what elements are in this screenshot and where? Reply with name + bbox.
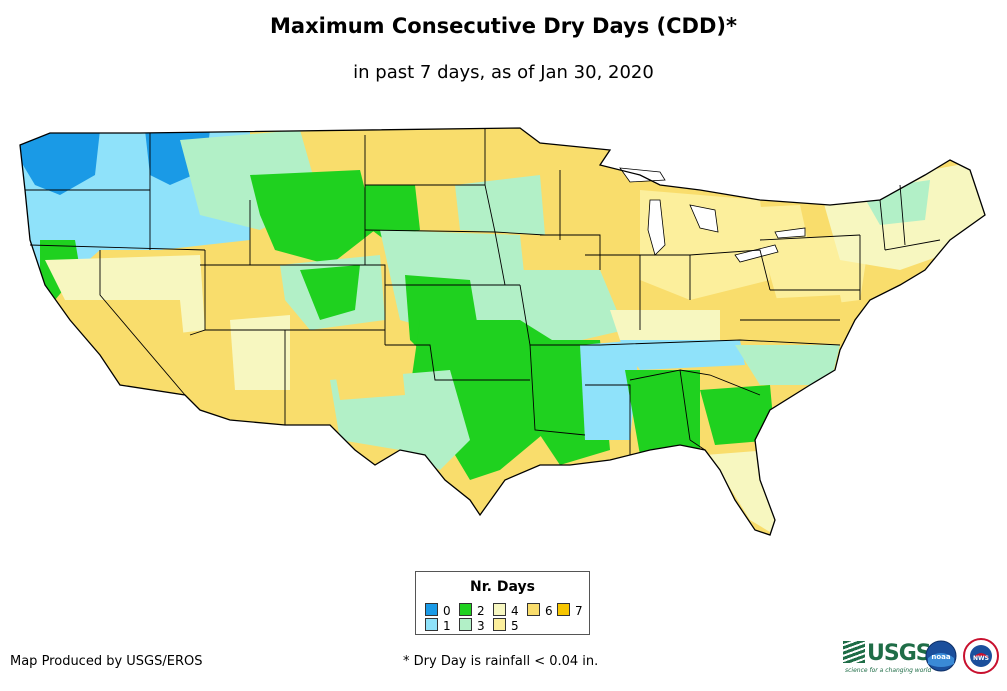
legend-item-1: 1 (425, 618, 451, 633)
legend-item-2: 2 (459, 603, 485, 618)
noaa-logo-text: noaa (931, 653, 951, 661)
legend-item-4: 4 (493, 603, 519, 618)
legend-swatch (459, 603, 472, 616)
usgs-tagline: science for a changing world (845, 667, 932, 674)
dry-days-fill (20, 128, 985, 535)
legend-item-5: 5 (493, 618, 519, 633)
legend-label: 0 (443, 604, 451, 618)
legend-item-0: 0 (425, 603, 451, 618)
us-dry-days-map (19, 127, 986, 536)
map-subtitle: in past 7 days, as of Jan 30, 2020 (353, 62, 654, 83)
legend-label: 6 (545, 604, 553, 618)
legend-swatch (425, 603, 438, 616)
nws-logo-icon: NWS (963, 638, 999, 674)
usgs-logo: USGS (843, 641, 932, 671)
legend-label: 2 (477, 604, 485, 618)
legend-swatch (527, 603, 540, 616)
legend: Nr. Days 0 1 2 3 4 5 6 7 (415, 571, 590, 635)
map-title: Maximum Consecutive Dry Days (CDD)* (270, 14, 737, 38)
legend-label: 3 (477, 619, 485, 633)
legend-item-6: 6 (527, 603, 553, 618)
legend-label: 4 (511, 604, 519, 618)
great-lakes (619, 167, 806, 263)
legend-swatch (557, 603, 570, 616)
legend-title: Nr. Days (470, 579, 535, 595)
legend-swatch (425, 618, 438, 631)
legend-item-7: 7 (557, 603, 583, 618)
legend-label: 7 (575, 604, 583, 618)
map-credit: Map Produced by USGS/EROS (10, 654, 203, 669)
legend-swatch (459, 618, 472, 631)
legend-item-3: 3 (459, 618, 485, 633)
usgs-logo-text: USGS (867, 641, 932, 666)
state-boundaries (19, 127, 986, 536)
nws-logo-text: NWS (973, 655, 989, 662)
legend-label: 1 (443, 619, 451, 633)
legend-label: 5 (511, 619, 519, 633)
legend-swatch (493, 618, 506, 631)
usgs-mark-icon (843, 641, 865, 663)
noaa-logo-icon: noaa (925, 640, 957, 672)
legend-swatch (493, 603, 506, 616)
dry-day-footnote: * Dry Day is rainfall < 0.04 in. (403, 654, 599, 669)
